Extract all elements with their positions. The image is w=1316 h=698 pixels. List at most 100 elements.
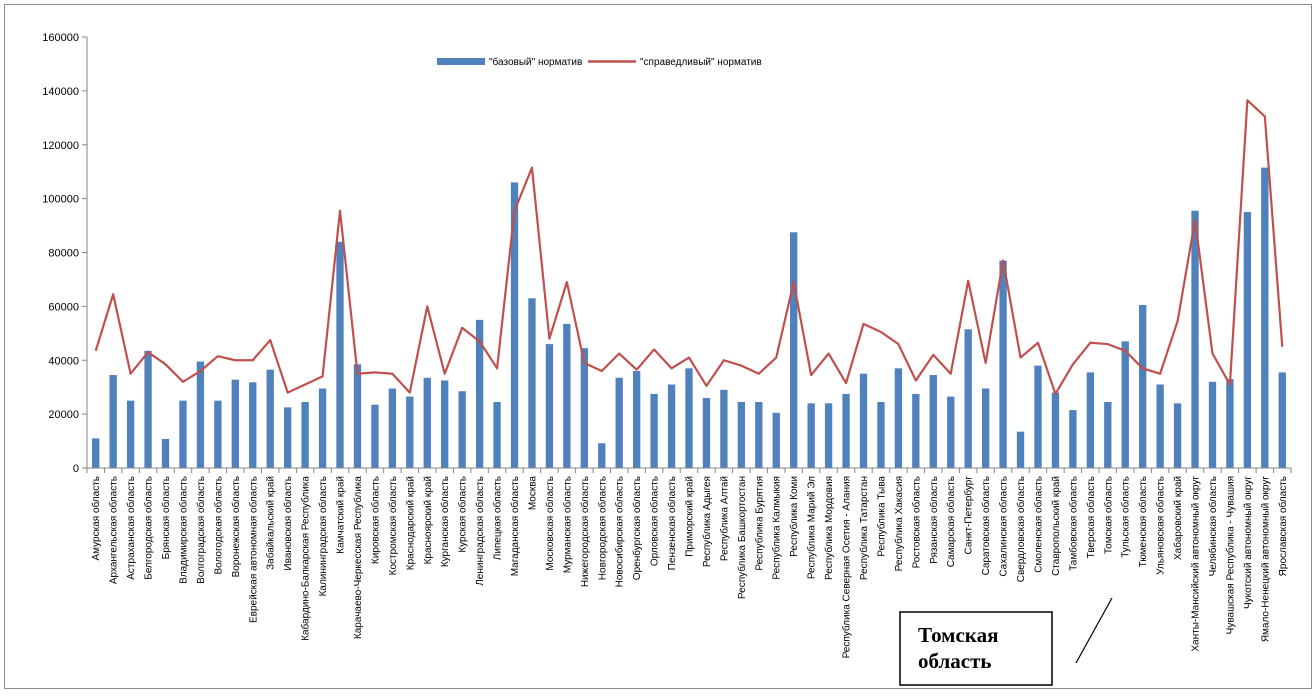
bar (842, 393, 850, 468)
bar (702, 397, 711, 468)
x-tick-label: Челябинская область (1207, 476, 1219, 576)
x-tick-label: Республика Северная Осетия - Алания (841, 476, 853, 658)
x-tick-label: Ростовская область (910, 476, 922, 568)
bar (1051, 392, 1060, 468)
legend-label-bar: "базовый" норматив (489, 56, 582, 68)
bar (912, 393, 920, 468)
x-tick-label: Магаданская область (509, 476, 521, 576)
bar (1069, 410, 1077, 468)
bar (388, 388, 397, 468)
x-tick-label: Республика Коми (788, 476, 800, 557)
bar (423, 377, 431, 468)
bar (650, 393, 658, 468)
x-tick-label: Ханты-Мансийский автономный округ (1191, 476, 1202, 652)
bar (1139, 305, 1147, 468)
bar (196, 361, 205, 468)
bar (1261, 167, 1269, 468)
bar (475, 319, 484, 468)
x-tick-label: Приморский край (685, 476, 696, 557)
bar (493, 402, 501, 468)
bar (755, 402, 763, 468)
bar (685, 368, 693, 468)
bar (441, 380, 449, 468)
x-tick-label: Чувашская Республика - Чувашия (1224, 476, 1236, 634)
bar (807, 403, 815, 468)
x-tick-label: Липецкая область (492, 476, 504, 560)
bar (231, 379, 239, 468)
x-tick-label: Архангельская область (108, 476, 120, 584)
bar (1034, 365, 1042, 468)
x-tick-label: Ярославская область (1277, 476, 1289, 576)
bar (510, 182, 519, 468)
bar (1191, 210, 1199, 468)
bar (580, 348, 588, 468)
x-tick-label: Тюменская область (1137, 476, 1149, 567)
x-tick-label: Республика Калмыкия (771, 476, 783, 580)
bar (126, 400, 135, 468)
bar (1226, 379, 1234, 468)
x-tick-label: Калининградская область (317, 476, 329, 596)
callout-text-line1: Томская (918, 623, 998, 647)
x-tick-label: Костромская область (387, 476, 399, 575)
x-tick-label: Самарская область (945, 476, 957, 567)
bar (406, 396, 414, 468)
y-tick-label: 60000 (48, 301, 79, 313)
x-tick-label: Сахалинская область (998, 476, 1010, 577)
chart-border (4, 4, 1312, 689)
bar (1278, 372, 1286, 468)
x-tick-label: Хабаровский край (1172, 476, 1184, 560)
bar (824, 403, 833, 468)
bar (1016, 431, 1025, 468)
x-tick-label: Томская область (1102, 476, 1114, 554)
legend: "базовый" норматив "справедливый" нормат… (437, 56, 762, 68)
bar (1208, 381, 1217, 468)
bar (737, 402, 746, 468)
series-line (94, 99, 1284, 396)
x-tick-label: Республика Мордовия (823, 476, 835, 580)
bar (615, 377, 623, 468)
bar (144, 350, 152, 468)
y-tick-label: 0 (73, 463, 79, 475)
y-axis: 0 20000 40000 60000 80000 100000 120000 140000 1… (42, 32, 88, 475)
bar (528, 298, 536, 468)
x-tick-label: Оренбургская область (631, 476, 643, 580)
x-tick-label: Республика Бурятия (753, 476, 765, 571)
y-tick-label: 160000 (42, 32, 79, 44)
bar (371, 404, 379, 468)
y-tick-label: 140000 (42, 86, 79, 98)
bar (1104, 402, 1112, 468)
x-tick-label: Белгородская область (143, 476, 155, 580)
bar (894, 368, 903, 468)
x-tick-label: Ивановская область (282, 476, 294, 571)
bar (877, 402, 885, 468)
bar (1086, 372, 1094, 468)
x-tick-label: Астраханская область (125, 476, 137, 580)
x-tick-label: Ставропольский край (1051, 476, 1062, 576)
bar (999, 260, 1007, 468)
x-tick-label: Республика Башкортостан (736, 476, 748, 599)
x-tick-label: Республика Алтай (718, 476, 730, 561)
bar (545, 344, 554, 468)
x-tick-label: Новгородская область (596, 476, 608, 580)
annotation-callout: Томская область (899, 597, 1113, 686)
callout-text-line2: область (918, 649, 992, 673)
bar (1156, 384, 1164, 468)
y-tick-label: 20000 (48, 409, 79, 421)
y-tick-label: 120000 (42, 140, 79, 152)
bar-series (92, 167, 1286, 468)
y-tick-label: 40000 (48, 355, 79, 367)
bar (214, 400, 222, 468)
x-tick-label: Санкт-Петербург (963, 476, 975, 555)
line-series (94, 99, 1284, 396)
bar (458, 391, 466, 468)
bar (632, 371, 641, 468)
x-tick-label: Республика Хакасия (893, 476, 905, 571)
legend-label-line: "справедливый" норматив (640, 57, 762, 68)
x-tick-label: Тульская область (1120, 476, 1132, 558)
x-tick-label: Амурская область (90, 476, 102, 560)
bar (667, 384, 676, 468)
bar (790, 232, 798, 468)
bar (772, 412, 780, 468)
bar (109, 375, 117, 468)
